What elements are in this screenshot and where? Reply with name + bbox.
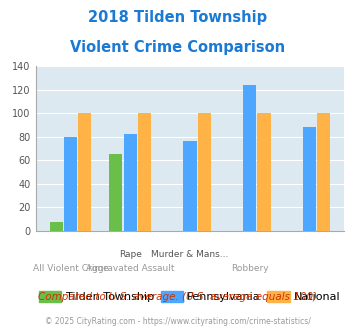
Legend: Tilden Township, Pennsylvania, National: Tilden Township, Pennsylvania, National bbox=[35, 286, 345, 306]
Bar bbox=[257, 113, 271, 231]
Text: Violent Crime Comparison: Violent Crime Comparison bbox=[70, 40, 285, 54]
Text: © 2025 CityRating.com - https://www.cityrating.com/crime-statistics/: © 2025 CityRating.com - https://www.city… bbox=[45, 317, 310, 326]
Bar bbox=[138, 113, 151, 231]
Bar bbox=[243, 85, 256, 231]
Text: 2018 Tilden Township: 2018 Tilden Township bbox=[88, 10, 267, 25]
Bar bbox=[317, 113, 330, 231]
Bar bbox=[64, 137, 77, 231]
Text: Rape: Rape bbox=[119, 250, 142, 259]
Bar bbox=[183, 142, 197, 231]
Text: Robbery: Robbery bbox=[231, 264, 268, 273]
Bar bbox=[303, 127, 316, 231]
Text: All Violent Crime: All Violent Crime bbox=[33, 264, 108, 273]
Text: Murder & Mans...: Murder & Mans... bbox=[151, 250, 229, 259]
Bar bbox=[198, 113, 211, 231]
Text: Aggravated Assault: Aggravated Assault bbox=[86, 264, 174, 273]
Bar bbox=[124, 134, 137, 231]
Bar bbox=[50, 221, 63, 231]
Text: Compared to U.S. average. (U.S. average equals 100): Compared to U.S. average. (U.S. average … bbox=[38, 292, 317, 302]
Bar bbox=[109, 154, 122, 231]
Bar bbox=[78, 113, 91, 231]
